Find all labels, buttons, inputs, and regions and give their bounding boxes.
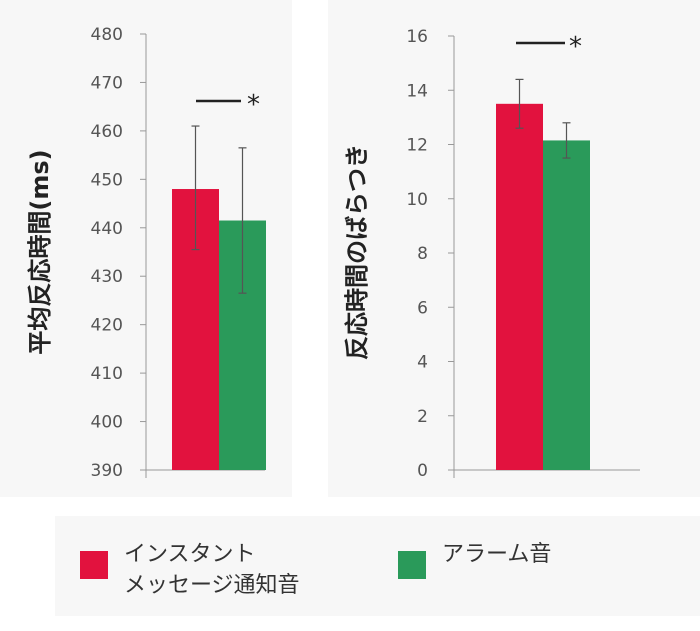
y-tick-label: 470 (91, 73, 123, 93)
y-tick-label: 430 (91, 267, 123, 287)
significance-star: * (247, 90, 260, 120)
y-tick-label: 390 (91, 461, 123, 481)
legend: インスタント メッセージ通知音 アラーム音 (55, 516, 700, 616)
y-tick-label: 14 (406, 81, 428, 101)
legend-label-line1: インスタント (124, 542, 256, 567)
y-tick-label: 420 (91, 316, 123, 336)
y-tick-label: 440 (91, 219, 123, 239)
y-tick-label: 4 (417, 353, 428, 373)
legend-item-instant-message: インスタント メッセージ通知音 (80, 539, 300, 601)
y-tick-label: 460 (91, 122, 123, 142)
legend-label-alarm: アラーム音 (442, 539, 551, 570)
y-tick-label: 480 (91, 25, 123, 45)
y-tick-label: 0 (417, 461, 428, 481)
bar-instant-message (496, 103, 543, 470)
legend-label-line2: メッセージ通知音 (124, 573, 300, 598)
y-tick-label: 450 (91, 170, 123, 190)
legend-label-alarm-text: アラーム音 (442, 542, 552, 567)
y-tick-label: 400 (91, 413, 123, 433)
y-axis-title: 平均反応時間(ms) (26, 149, 54, 354)
y-tick-label: 16 (406, 27, 428, 47)
y-axis-title: 反応時間のばらつき (343, 144, 371, 360)
y-tick-label: 10 (406, 190, 428, 210)
y-tick-label: 2 (417, 407, 428, 427)
y-tick-label: 6 (417, 298, 428, 318)
y-tick-label: 410 (91, 364, 123, 384)
y-tick-label: 8 (417, 244, 428, 264)
bar-alarm (543, 140, 590, 470)
legend-swatch-green (398, 551, 426, 579)
legend-item-alarm: アラーム音 (398, 539, 551, 579)
reaction-time-variability-chart: 16 14 12 10 8 6 4 2 0 * 反応時間のばらつき (343, 27, 640, 481)
legend-swatch-red (80, 551, 108, 579)
y-tick-label: 12 (406, 136, 428, 156)
significance-star: * (569, 32, 582, 62)
legend-label-instant-message: インスタント メッセージ通知音 (124, 539, 300, 601)
reaction-time-mean-chart: 480 470 460 450 440 430 420 410 400 390 * 平均反応時間(ms… (26, 25, 266, 481)
